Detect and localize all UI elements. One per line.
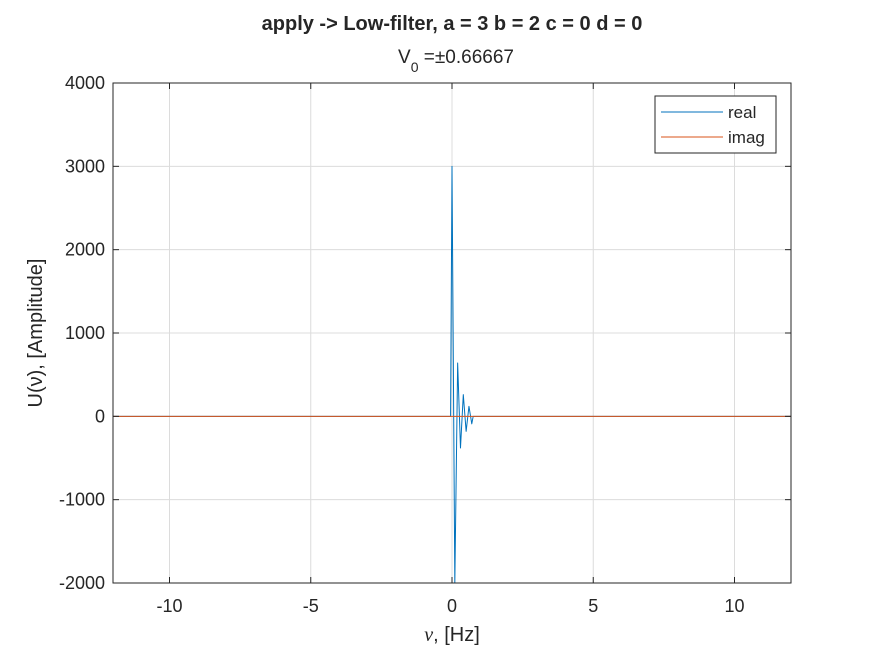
subtitle-prefix: V <box>398 47 411 68</box>
y-tick-label: 2000 <box>65 240 105 260</box>
chart-title: apply -> Low-filter, a = 3 b = 2 c = 0 d… <box>262 13 643 35</box>
y-tick-label: 1000 <box>65 323 105 343</box>
legend: real imag <box>654 95 777 154</box>
y-tick-label: 4000 <box>65 73 105 93</box>
plot-area: -10 -5 0 5 10 -2000 -1000 0 1000 2000 3000 4000 <box>59 73 792 616</box>
x-tick-label: -10 <box>156 596 182 616</box>
series-layer <box>113 165 791 584</box>
legend-box <box>654 95 777 154</box>
y-ticks: -2000 -1000 0 1000 2000 3000 4000 <box>59 73 791 593</box>
y-tick-label: -1000 <box>59 490 105 510</box>
x-axis-symbol: ν <box>424 624 433 646</box>
subtitle-suffix: =±0.66667 <box>419 47 514 68</box>
legend-entries: real imag <box>661 103 765 147</box>
legend-label-real: real <box>728 103 756 122</box>
x-ticks: -10 -5 0 5 10 <box>156 83 745 616</box>
y-tick-label: -2000 <box>59 573 105 593</box>
legend-label-imag: imag <box>728 128 765 147</box>
subtitle-subscript: 0 <box>411 59 419 75</box>
x-tick-label: 10 <box>724 596 744 616</box>
series-line-real <box>113 165 791 584</box>
chart-subtitle: V0 =±0.66667 <box>398 47 514 75</box>
y-axis-label: U(ν), [Amplitude] <box>25 259 47 408</box>
y-tick-label: 0 <box>95 406 105 426</box>
x-axis-label: ν, [Hz] <box>424 624 480 646</box>
y-tick-label: 3000 <box>65 156 105 176</box>
x-tick-label: -5 <box>303 596 319 616</box>
x-tick-label: 5 <box>588 596 598 616</box>
x-tick-label: 0 <box>447 596 457 616</box>
x-axis-label-text: , [Hz] <box>433 624 480 646</box>
